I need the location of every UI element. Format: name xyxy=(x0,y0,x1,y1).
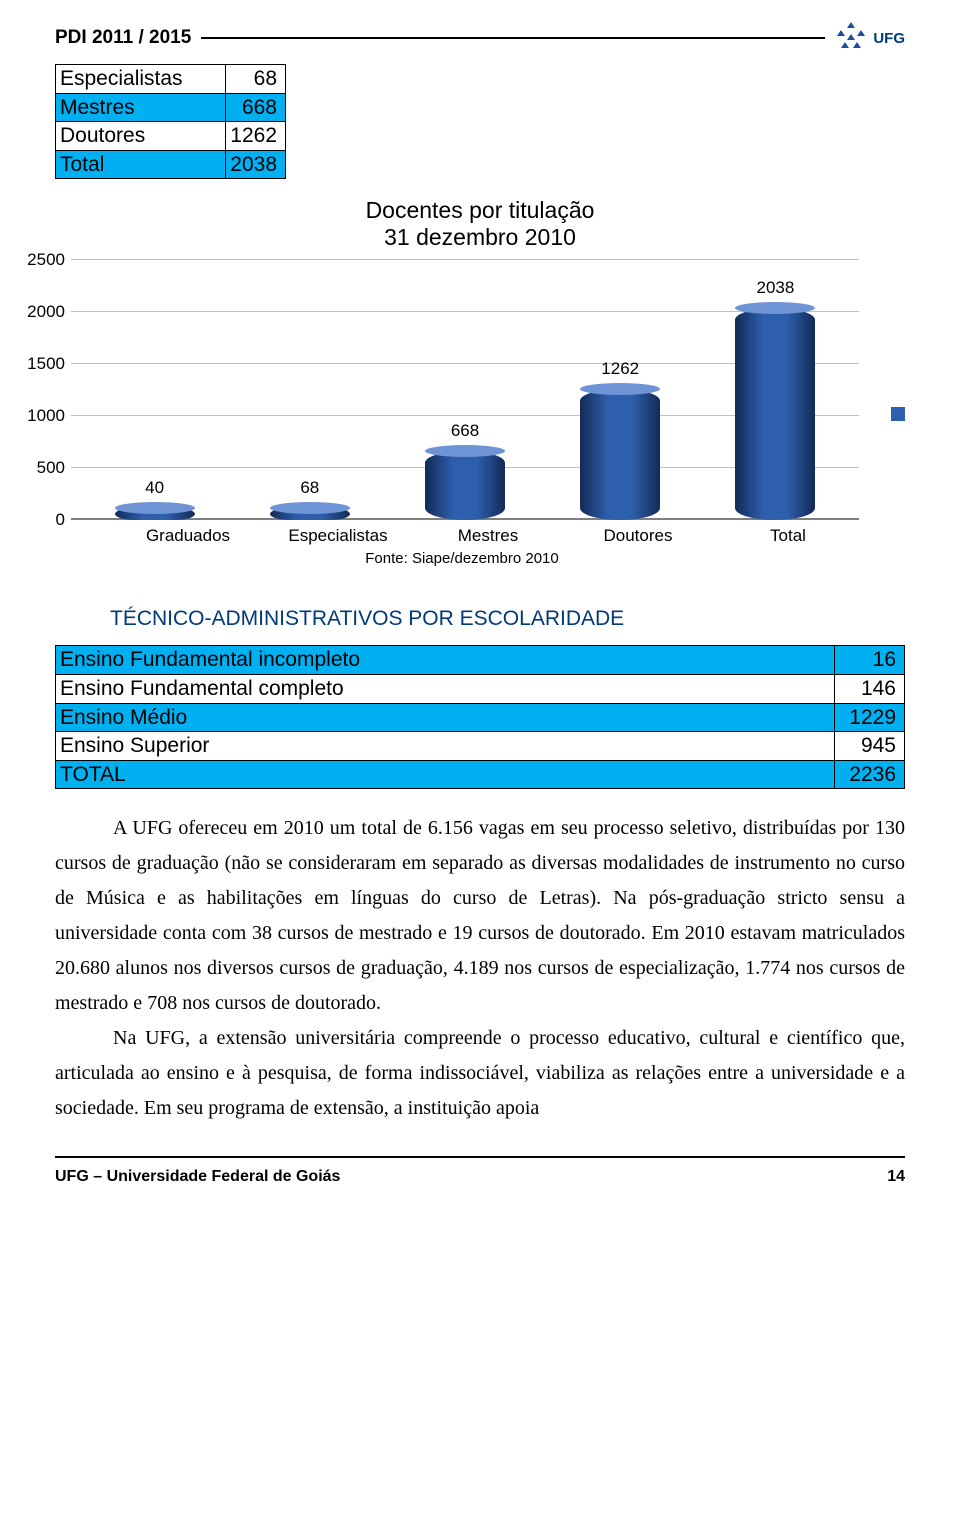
x-tick-label: Doutores xyxy=(563,526,713,546)
escolaridade-table: Ensino Fundamental incompleto16Ensino Fu… xyxy=(55,645,905,789)
bar-slot: 668 xyxy=(387,451,542,520)
table-cell-value: 68 xyxy=(226,65,286,94)
table-row: Mestres668 xyxy=(56,93,286,122)
y-tick-label: 1500 xyxy=(27,354,65,374)
table-row: Ensino Superior945 xyxy=(56,732,905,761)
header-rule xyxy=(201,37,825,39)
table-row: Total2038 xyxy=(56,150,286,179)
table-cell-label: Total xyxy=(56,150,226,179)
chart-container: Docentes por titulação 31 dezembro 2010 … xyxy=(55,197,905,567)
bar-value-label: 68 xyxy=(300,478,319,498)
x-tick-label: Total xyxy=(713,526,863,546)
table-cell-label: Doutores xyxy=(56,122,226,151)
table-cell-value: 2236 xyxy=(835,760,905,789)
table-cell-value: 1262 xyxy=(226,122,286,151)
table-row: Doutores1262 xyxy=(56,122,286,151)
logo: UFG xyxy=(833,20,905,56)
table-cell-value: 2038 xyxy=(226,150,286,179)
bar-cylinder xyxy=(735,308,815,520)
chart-legend-square xyxy=(891,407,905,421)
chart-x-labels: GraduadosEspecialistasMestresDoutoresTot… xyxy=(107,520,869,546)
bar-cylinder xyxy=(115,508,195,520)
bar-cylinder xyxy=(270,508,350,520)
table-cell-label: Mestres xyxy=(56,93,226,122)
table-row: Ensino Fundamental completo146 xyxy=(56,674,905,703)
table-cell-label: Especialistas xyxy=(56,65,226,94)
page-header: PDI 2011 / 2015 UFG xyxy=(55,20,905,56)
y-tick-label: 1000 xyxy=(27,406,65,426)
x-tick-label: Mestres xyxy=(413,526,563,546)
titulacao-table: Especialistas68Mestres668Doutores1262Tot… xyxy=(55,64,286,179)
bar-value-label: 40 xyxy=(145,478,164,498)
paragraph: A UFG ofereceu em 2010 um total de 6.156… xyxy=(55,811,905,1021)
chart-title: Docentes por titulação 31 dezembro 2010 xyxy=(55,197,905,250)
y-tick-label: 2500 xyxy=(27,250,65,270)
y-tick-label: 0 xyxy=(56,510,65,530)
page-footer: UFG – Universidade Federal de Goiás 14 xyxy=(55,1168,905,1186)
x-tick-label: Graduados xyxy=(113,526,263,546)
bar-value-label: 668 xyxy=(451,421,479,441)
bar-slot: 68 xyxy=(232,508,387,520)
y-tick-label: 2000 xyxy=(27,302,65,322)
logo-text: UFG xyxy=(873,30,905,47)
chart-title-line1: Docentes por titulação xyxy=(366,197,595,223)
bar-slot: 1262 xyxy=(543,389,698,520)
bar-slot: 2038 xyxy=(698,308,853,520)
chart-plot-area: 25002000150010005000 406866812622038 xyxy=(65,260,859,520)
ufg-logo-icon xyxy=(833,20,869,56)
bar-value-label: 1262 xyxy=(601,359,639,379)
footer-left: UFG – Universidade Federal de Goiás xyxy=(55,1168,340,1186)
table-row: Ensino Fundamental incompleto16 xyxy=(56,646,905,675)
bar-cylinder xyxy=(425,451,505,520)
table-cell-label: Ensino Fundamental incompleto xyxy=(56,646,835,675)
section-title: TÉCNICO-ADMINISTRATIVOS POR ESCOLARIDADE xyxy=(55,607,905,631)
bar-cylinder xyxy=(580,389,660,520)
table-cell-label: Ensino Médio xyxy=(56,703,835,732)
paragraph: Na UFG, a extensão universitária compree… xyxy=(55,1021,905,1126)
bar-value-label: 2038 xyxy=(756,278,794,298)
table-cell-label: TOTAL xyxy=(56,760,835,789)
table-cell-value: 945 xyxy=(835,732,905,761)
chart-source: Fonte: Siape/dezembro 2010 xyxy=(55,550,869,567)
table-cell-label: Ensino Superior xyxy=(56,732,835,761)
y-tick-label: 500 xyxy=(37,458,65,478)
footer-rule xyxy=(55,1156,905,1158)
chart-plot: 406866812622038 xyxy=(71,260,859,520)
table-cell-value: 1229 xyxy=(835,703,905,732)
table-cell-label: Ensino Fundamental completo xyxy=(56,674,835,703)
chart-title-line2: 31 dezembro 2010 xyxy=(384,224,576,250)
table-cell-value: 146 xyxy=(835,674,905,703)
chart-bars: 406866812622038 xyxy=(71,260,859,520)
table-row: Ensino Médio1229 xyxy=(56,703,905,732)
table-row: Especialistas68 xyxy=(56,65,286,94)
bar-slot: 40 xyxy=(77,508,232,520)
body-text: A UFG ofereceu em 2010 um total de 6.156… xyxy=(55,811,905,1126)
x-tick-label: Especialistas xyxy=(263,526,413,546)
table-row: TOTAL2236 xyxy=(56,760,905,789)
header-title: PDI 2011 / 2015 xyxy=(55,27,191,49)
footer-page-number: 14 xyxy=(887,1168,905,1186)
table-cell-value: 668 xyxy=(226,93,286,122)
table-cell-value: 16 xyxy=(835,646,905,675)
